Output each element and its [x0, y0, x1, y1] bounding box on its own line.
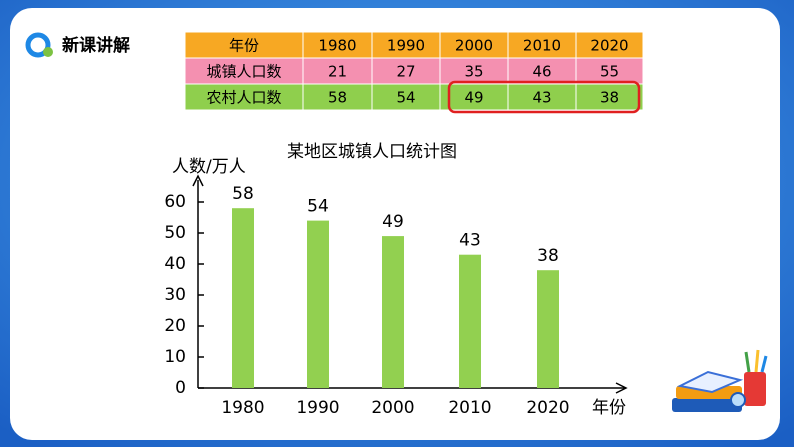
data-label: 38: [537, 246, 559, 266]
y-tick-label: 40: [164, 254, 186, 274]
table-text: 农村人口数: [206, 89, 281, 107]
table-text: 21: [328, 63, 347, 81]
table-text: 2010: [523, 37, 561, 55]
table-cell: [439, 57, 509, 85]
chart: 0 10 20 30 40 50 60 58 1980 54 1990 49 2000 43 2010 38 2…: [164, 174, 628, 418]
y-tick-label: 10: [164, 347, 186, 367]
table-cell: [371, 83, 441, 111]
y-axis-arrow: [192, 174, 204, 187]
header-title: 新课讲解: [62, 35, 130, 56]
y-tick-label: 30: [164, 285, 186, 305]
x-tick-label: 1990: [296, 398, 339, 418]
y-tick-label: 50: [164, 223, 186, 243]
table-cell: [507, 83, 577, 111]
table-text: 2020: [590, 37, 628, 55]
x-tick-label: 2010: [448, 398, 491, 418]
bar: [537, 270, 559, 388]
table-cell: [371, 31, 441, 59]
table-text: 38: [600, 89, 619, 107]
table-cell: [507, 57, 577, 85]
data-label: 58: [232, 184, 254, 204]
highlight-box: [447, 80, 641, 114]
chart-title: 某地区城镇人口统计图: [287, 142, 457, 162]
books-icon: [672, 349, 768, 412]
table-text: 1980: [318, 37, 356, 55]
table-cell: [302, 83, 373, 111]
y-tick-label: 20: [164, 316, 186, 336]
table-text: 年份: [229, 37, 259, 55]
table-cell: [507, 31, 577, 59]
bar: [459, 254, 481, 388]
table-text: 1990: [387, 37, 425, 55]
table-text: 54: [396, 89, 415, 107]
table-text: 2000: [455, 37, 493, 55]
table-text: 城镇人口数: [206, 63, 281, 81]
table-cell: [302, 57, 373, 85]
data-label: 54: [307, 197, 329, 217]
panel: [10, 8, 780, 440]
table-cell: [439, 83, 509, 111]
table-text: 27: [396, 63, 415, 81]
table-cell: [302, 31, 373, 59]
x-tick-label: 1980: [221, 398, 264, 418]
data-label: 49: [382, 212, 404, 232]
table-text: 55: [600, 63, 619, 81]
table-text: 35: [464, 63, 483, 81]
table-cell: [575, 83, 644, 111]
y-tick-label: 0: [175, 378, 186, 398]
x-tick-label: 2000: [371, 398, 414, 418]
bar: [232, 208, 254, 388]
data-label: 43: [459, 231, 481, 251]
x-axis-label: 年份: [592, 398, 626, 418]
bar: [382, 236, 404, 388]
table-text: 46: [532, 63, 551, 81]
table-text: 43: [532, 89, 551, 107]
data-table: 年份 1980 1990 2000 2010 2020 城镇人口数 21 27 35 46 55 农村人…: [184, 31, 644, 111]
y-axis-label: 人数/万人: [172, 157, 246, 177]
bar: [307, 220, 329, 388]
logo: [25, 32, 53, 58]
table-text: 49: [464, 89, 483, 107]
y-tick-label: 60: [164, 192, 186, 212]
x-tick-label: 2020: [526, 398, 569, 418]
x-axis-arrow: [615, 382, 628, 394]
table-text: 58: [328, 89, 347, 107]
